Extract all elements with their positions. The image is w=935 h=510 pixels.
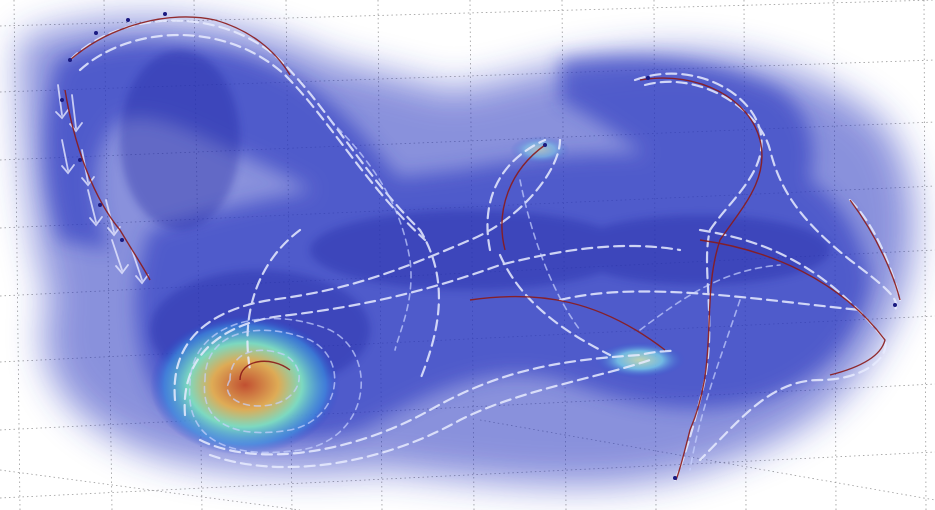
streamlines [55, 19, 902, 482]
trajectory-markers [60, 12, 897, 480]
particle-trajectories [64, 16, 901, 481]
density-volume [20, 18, 914, 486]
